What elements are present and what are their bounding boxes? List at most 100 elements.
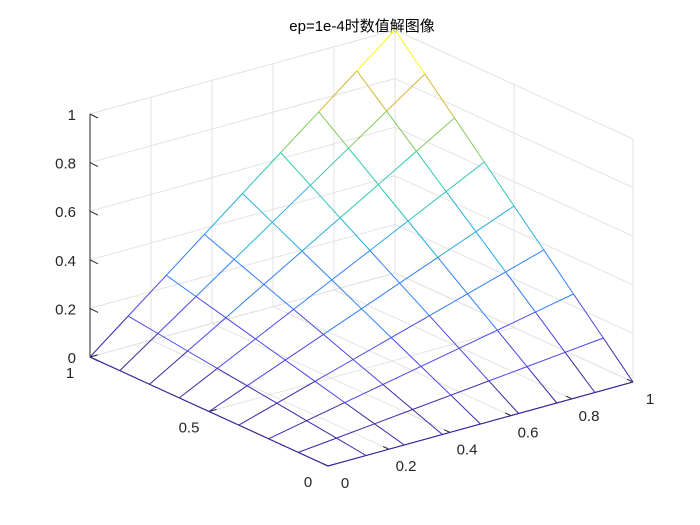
x-tick xyxy=(382,446,390,450)
surface-edge xyxy=(166,274,197,297)
gridline-z xyxy=(89,175,396,261)
surface-edge xyxy=(327,455,367,467)
surface-edge xyxy=(382,384,413,410)
chart-title: ep=1e-4时数值解图像 xyxy=(289,18,434,35)
surface-edge xyxy=(535,293,574,313)
surface-edge xyxy=(407,220,439,258)
surface-edge xyxy=(238,424,269,440)
y-tick xyxy=(89,354,98,358)
surface-edge xyxy=(225,317,256,340)
gridline-y xyxy=(89,272,396,358)
surface-edge xyxy=(336,437,367,456)
surface-edge xyxy=(280,111,320,153)
surface-edge xyxy=(179,397,210,412)
z-tick-label: 0.6 xyxy=(55,204,76,221)
surface-edge xyxy=(513,205,545,251)
gridline-y xyxy=(208,327,515,412)
surface-edge xyxy=(394,29,426,75)
surface-edge xyxy=(556,392,596,404)
surface-edge xyxy=(195,296,227,319)
surface-edge xyxy=(348,110,387,149)
surface-edge xyxy=(263,250,303,285)
surface-edge xyxy=(386,73,426,112)
surface-edge xyxy=(285,333,324,361)
surface-edge xyxy=(420,366,452,396)
surface-edge xyxy=(263,284,294,310)
surface-edge xyxy=(564,337,604,353)
surface-edge xyxy=(415,151,447,192)
z-tick xyxy=(89,162,99,168)
x-tick xyxy=(626,378,634,383)
surface-edge xyxy=(450,380,490,396)
surface-edge xyxy=(306,420,337,439)
surface-edge xyxy=(352,337,392,360)
surface-edge xyxy=(467,293,498,331)
surface-edge xyxy=(204,193,243,235)
y-tick-label: 1 xyxy=(66,365,74,382)
surface-edge xyxy=(301,217,341,252)
surface-edge xyxy=(271,221,303,252)
surface-edge xyxy=(374,423,405,446)
surface-edge xyxy=(318,111,349,149)
grid-lines xyxy=(89,29,634,467)
surface-edge xyxy=(238,402,278,426)
x-tick-label: 0.8 xyxy=(579,408,600,425)
z-tick-label: 1 xyxy=(68,107,76,124)
z-tick xyxy=(89,113,99,119)
surface-edge xyxy=(331,279,362,310)
surface-edge xyxy=(407,191,447,222)
surface-edge xyxy=(361,308,392,338)
surface-edge xyxy=(505,249,545,273)
x-tick xyxy=(565,395,573,400)
x-tick-label: 0.4 xyxy=(457,441,478,458)
surface-edge xyxy=(157,296,197,334)
surface-edge xyxy=(526,366,558,404)
surface-edge xyxy=(246,359,286,387)
y-tick-label: 0 xyxy=(304,474,312,491)
surface-edge xyxy=(377,184,409,222)
surface-edge xyxy=(564,352,596,393)
surface-edge xyxy=(518,402,557,414)
z-tick xyxy=(89,307,99,313)
x-tick-label: 0 xyxy=(341,475,349,492)
surface-edge xyxy=(382,365,422,385)
surface-edge xyxy=(429,315,460,349)
surface-edge xyxy=(255,309,294,340)
z-tick-label: 0.2 xyxy=(55,301,76,318)
surface-edge xyxy=(467,271,506,295)
surface-edge xyxy=(386,110,417,152)
surface-edge xyxy=(475,231,507,273)
surface-edge xyxy=(271,184,311,223)
surface-edge xyxy=(306,402,346,422)
surface-edge xyxy=(242,152,281,194)
surface-edge xyxy=(293,279,333,310)
surface-edge xyxy=(298,437,337,453)
surface-edge xyxy=(594,381,634,393)
surface-edge xyxy=(280,152,311,186)
z-tick xyxy=(89,210,99,216)
surface-edge xyxy=(233,259,265,285)
surface-edge xyxy=(369,220,409,251)
surface-edge xyxy=(89,356,121,372)
surface-edge xyxy=(323,308,362,335)
surface-edge xyxy=(445,161,485,192)
surface-edge xyxy=(458,329,498,349)
surface-edge xyxy=(391,315,430,339)
surface-edge xyxy=(255,338,286,361)
surface-edge xyxy=(339,184,379,219)
surface-edge xyxy=(217,338,256,369)
surface-edge xyxy=(298,451,329,467)
surface-edge xyxy=(157,333,188,352)
surface-edge xyxy=(437,231,477,258)
surface-edge xyxy=(344,402,375,425)
surface-edge xyxy=(217,367,248,387)
z-tick-label: 0.8 xyxy=(55,156,76,173)
surface-edge xyxy=(365,444,405,456)
surface-edge xyxy=(458,347,490,382)
surface-edge xyxy=(318,70,358,113)
surface-edge xyxy=(543,249,574,295)
surface-edge xyxy=(242,193,273,223)
surface-edge xyxy=(356,70,388,112)
surface-edge xyxy=(356,29,396,72)
